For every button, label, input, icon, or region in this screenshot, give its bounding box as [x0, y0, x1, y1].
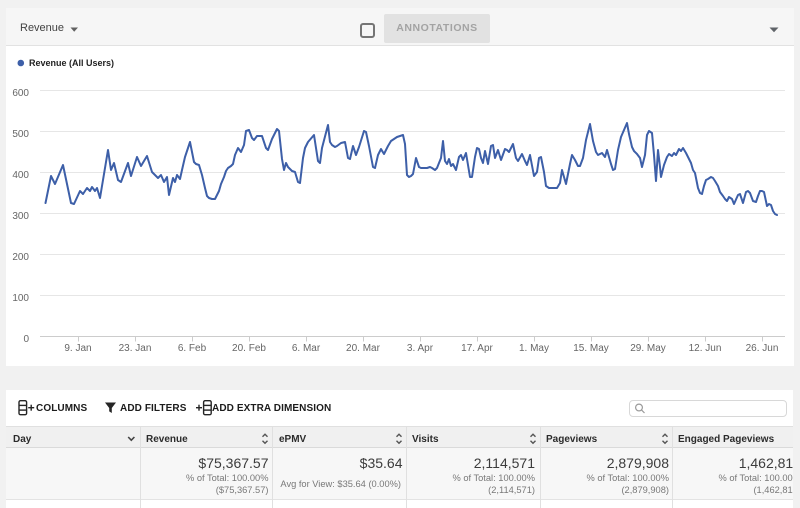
svg-text:6. Mar: 6. Mar — [292, 343, 321, 354]
svg-text:20. Feb: 20. Feb — [232, 343, 266, 354]
svg-text:200: 200 — [12, 252, 29, 263]
svg-text:500: 500 — [12, 129, 29, 140]
svg-text:17. Apr: 17. Apr — [461, 343, 493, 354]
svg-text:3. Apr: 3. Apr — [407, 343, 434, 354]
svg-text:23. Jan: 23. Jan — [119, 343, 152, 354]
svg-text:15. May: 15. May — [573, 343, 609, 354]
svg-text:100: 100 — [12, 293, 29, 304]
svg-text:29. May: 29. May — [630, 343, 666, 354]
svg-text:6. Feb: 6. Feb — [178, 343, 207, 354]
svg-text:12. Jun: 12. Jun — [689, 343, 722, 354]
svg-text:600: 600 — [12, 88, 29, 99]
svg-text:0: 0 — [23, 334, 29, 345]
svg-text:1. May: 1. May — [519, 343, 549, 354]
svg-text:26. Jun: 26. Jun — [746, 343, 779, 354]
svg-text:9. Jan: 9. Jan — [64, 343, 91, 354]
svg-text:400: 400 — [12, 170, 29, 181]
svg-text:20. Mar: 20. Mar — [346, 343, 381, 354]
svg-text:300: 300 — [12, 211, 29, 222]
